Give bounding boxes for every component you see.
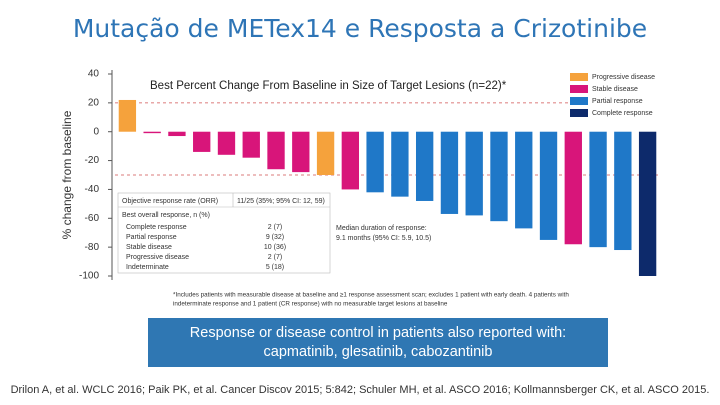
bar xyxy=(638,131,657,276)
bar xyxy=(143,131,161,134)
chart: % change from baseline 40 20 0 -20 -40 -60 -80 -… xyxy=(60,69,660,308)
callout-line: Response or disease control in patients … xyxy=(189,324,567,341)
legend-label: Partial response xyxy=(592,98,643,105)
table-cell: Progressive disease xyxy=(126,254,189,261)
table-cell: Complete response xyxy=(126,224,187,231)
legend-swatch xyxy=(570,73,588,81)
median-note: 9.1 months (95% CI: 5.9, 10.5) xyxy=(336,235,431,242)
y-tick-label: 20 xyxy=(88,97,100,108)
table-cell: 11/25 (35%; 95% CI: 12, 59) xyxy=(237,198,325,205)
table-cell: 9 (32) xyxy=(266,234,284,241)
legend-label: Progressive disease xyxy=(592,74,655,81)
y-tick-label: -80 xyxy=(85,242,100,253)
table-cell: Indeterminate xyxy=(126,264,169,271)
table-cell: 2 (7) xyxy=(268,254,282,261)
y-tick-label: 40 xyxy=(88,69,100,80)
bar xyxy=(391,131,409,197)
bar xyxy=(118,99,137,132)
bar xyxy=(440,131,459,214)
y-tick-label: -100 xyxy=(79,271,99,282)
bar xyxy=(490,131,508,222)
y-tick-label: -40 xyxy=(85,184,100,195)
y-tick-label: 0 xyxy=(93,126,99,137)
table-cell: Stable disease xyxy=(126,244,172,251)
callout-line: capmatinib, glesatinib, cabozantinib xyxy=(263,343,493,360)
table-cell: 10 (36) xyxy=(264,244,286,251)
legend-swatch xyxy=(570,109,588,117)
y-axis-title: % change from baseline xyxy=(60,110,74,239)
bar xyxy=(292,131,310,173)
bar xyxy=(515,131,533,229)
bar xyxy=(589,131,607,248)
bar xyxy=(193,131,211,152)
median-note: Median duration of response: xyxy=(336,225,427,232)
callout-box: Response or disease control in patients … xyxy=(148,318,608,367)
footnote: indeterminate response and 1 patient (CR… xyxy=(173,301,448,308)
table-box xyxy=(117,192,331,274)
legend-label: Stable disease xyxy=(592,86,638,93)
bar xyxy=(242,131,260,158)
bar xyxy=(366,131,384,193)
bar xyxy=(539,131,558,240)
bar xyxy=(415,131,434,201)
legend-swatch xyxy=(570,85,588,93)
bar xyxy=(341,131,360,190)
bar xyxy=(316,131,335,175)
y-tick-label: -60 xyxy=(85,213,100,224)
bar xyxy=(168,131,186,137)
citation: Drilon A, et al. WCLC 2016; Paik PK, et … xyxy=(10,384,710,396)
y-tick-label: -20 xyxy=(85,155,100,166)
chart-title: Best Percent Change From Baseline in Siz… xyxy=(150,80,507,92)
table-cell: Best overall response, n (%) xyxy=(122,212,210,219)
table-cell: 2 (7) xyxy=(268,224,282,231)
table-cell: Partial response xyxy=(126,234,177,241)
bar xyxy=(564,131,582,245)
bar xyxy=(465,131,483,216)
bar xyxy=(614,131,632,251)
legend-label: Complete response xyxy=(592,110,653,117)
legend-swatch xyxy=(570,97,588,105)
table-cell: Objective response rate (ORR) xyxy=(122,198,218,205)
slide-title: Mutação de METex14 e Resposta a Crizotin… xyxy=(72,14,648,43)
table-cell: 5 (18) xyxy=(266,264,284,271)
bar xyxy=(267,131,285,170)
bar xyxy=(217,131,236,155)
footnote: *Includes patients with measurable disea… xyxy=(173,292,569,299)
